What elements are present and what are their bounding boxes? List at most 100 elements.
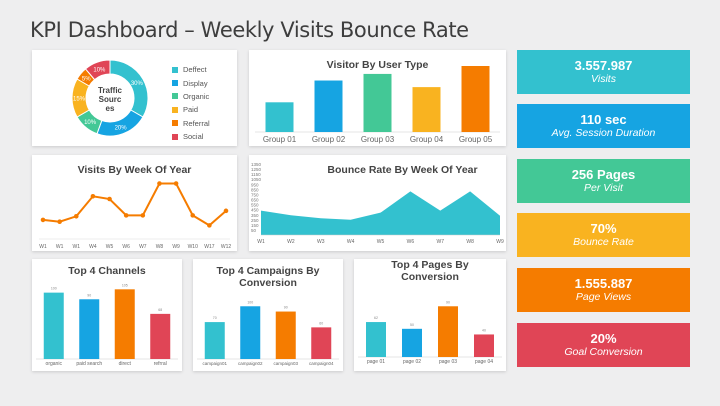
bar-value-label: 62 [374,316,378,320]
bar [265,102,294,132]
slice-label: 5% [82,77,91,83]
legend-label: Paid [183,105,199,115]
donut-center-label: Sourc [99,95,122,104]
bar-value-label: 70 [213,316,217,320]
x-tick-label: W7 [139,244,147,250]
x-tick-label: organic [46,361,63,367]
x-tick-label: campaign02 [238,361,263,366]
bar [412,87,441,132]
x-tick-label: W4 [89,244,97,250]
pages-chart-title: Top 4 Pages By Conversion [391,259,469,283]
kpi-page-views: 1.555.887 Page Views [517,268,690,312]
legend-swatch [172,120,178,127]
x-tick-label: page 02 [403,359,421,365]
donut-slice [96,109,144,137]
line-point [57,219,62,225]
x-tick-label: campaign03 [273,361,298,366]
x-tick-label: W5 [377,239,385,245]
kpi-bounce-rate: 70% Bounce Rate [517,213,690,257]
bar [363,73,392,132]
x-tick-label: W6 [122,244,130,250]
x-tick-label: W4 [347,239,355,245]
legend-swatch [172,133,178,140]
y-tick-label: 850 [251,187,259,192]
y-tick-label: 650 [251,198,259,203]
kpi-session-duration: 110 sec Avg. Session Duration [517,104,690,148]
bar-value-label: 100 [51,287,57,291]
page-title: KPI Dashboard – Weekly Visits Bounce Rat… [30,18,469,42]
line-point [157,181,162,186]
x-tick-label: W8 [466,239,474,245]
x-tick-label: direct [119,361,132,367]
y-tick-label: 550 [251,203,259,208]
kpi-value: 20% [590,331,617,346]
kpi-value: 70% [590,221,617,236]
bar [366,322,386,357]
line-point [190,213,196,218]
line-point [40,217,46,223]
line-point [123,213,129,218]
line-point [173,181,179,186]
kpi-value: 3.557.987 [574,58,633,73]
bar [114,289,135,359]
top-channels-card: Top 4 Channels 100 organic 90 paid search 10… [32,259,182,371]
x-tick-label: W9 [172,244,180,250]
line-point [207,223,212,228]
bar-value-label: 90 [284,306,288,310]
bar [438,306,458,357]
kpi-label: Goal Conversion [564,346,643,358]
y-tick-label: 1350 [251,162,262,167]
x-tick-label: W12 [221,244,232,250]
kpi-goal-conversion: 20% Goal Conversion [517,323,690,367]
x-tick-label: W5 [106,244,114,250]
legend-item: Social [172,130,210,143]
traffic-sources-card: 30% 20% 10% 15% 5% 10% Traffic Sourc es Deffect D… [32,50,237,146]
x-tick-label: W2 [287,239,295,245]
series-line [42,182,227,227]
legend-swatch [172,66,178,73]
line-point [140,213,146,218]
x-tick-label: W10 [188,244,199,250]
bar-value-label: 40 [482,328,486,332]
legend-label: Display [183,78,208,88]
bar [150,313,171,359]
line-point [90,193,96,199]
channels-chart-title: Top 4 Channels [68,265,146,277]
bar-value-label: 50 [410,323,414,327]
kpi-visits: 3.557.987 Visits [517,50,690,94]
kpi-value: 1.555.887 [574,276,633,291]
legend-label: Social [183,132,204,142]
legend-item: Deffect [172,63,210,76]
bar [79,299,100,359]
bar-value-label: 60 [319,321,323,325]
line-point [73,213,79,219]
legend-label: Organic [183,91,210,101]
slice-label: 10% [93,67,106,73]
x-tick-label: W7 [437,239,445,245]
y-tick-label: 1250 [251,167,262,172]
y-tick-label: 350 [251,213,259,218]
top-campaigns-card: Top 4 Campaigns By Conversion 70 campaign… [193,259,343,371]
kpi-value: 110 sec [580,112,627,127]
slice-label: 15% [73,97,86,103]
legend-item: Display [172,76,210,89]
x-tick-label: Group 05 [459,135,493,144]
kpi-label: Visits [591,73,616,85]
x-tick-label: W1 [39,244,47,250]
legend-item: Organic [172,90,210,103]
slice-label: 30% [131,81,144,87]
x-tick-label: W8 [156,244,164,250]
bar [275,311,296,359]
x-tick-label: Group 02 [312,135,346,144]
kpi-label: Per Visit [584,182,623,194]
kpi-value: 256 Pages [571,167,636,182]
donut-slice [84,59,111,81]
bar [43,292,64,359]
y-tick-label: 150 [251,223,259,228]
legend-item: Paid [172,103,210,116]
bar-value-label: 100 [247,300,253,304]
x-tick-label: Group 03 [361,135,395,144]
bar [314,80,343,132]
kpi-label: Avg. Session Duration [551,127,656,139]
slice-label: 10% [84,120,97,126]
